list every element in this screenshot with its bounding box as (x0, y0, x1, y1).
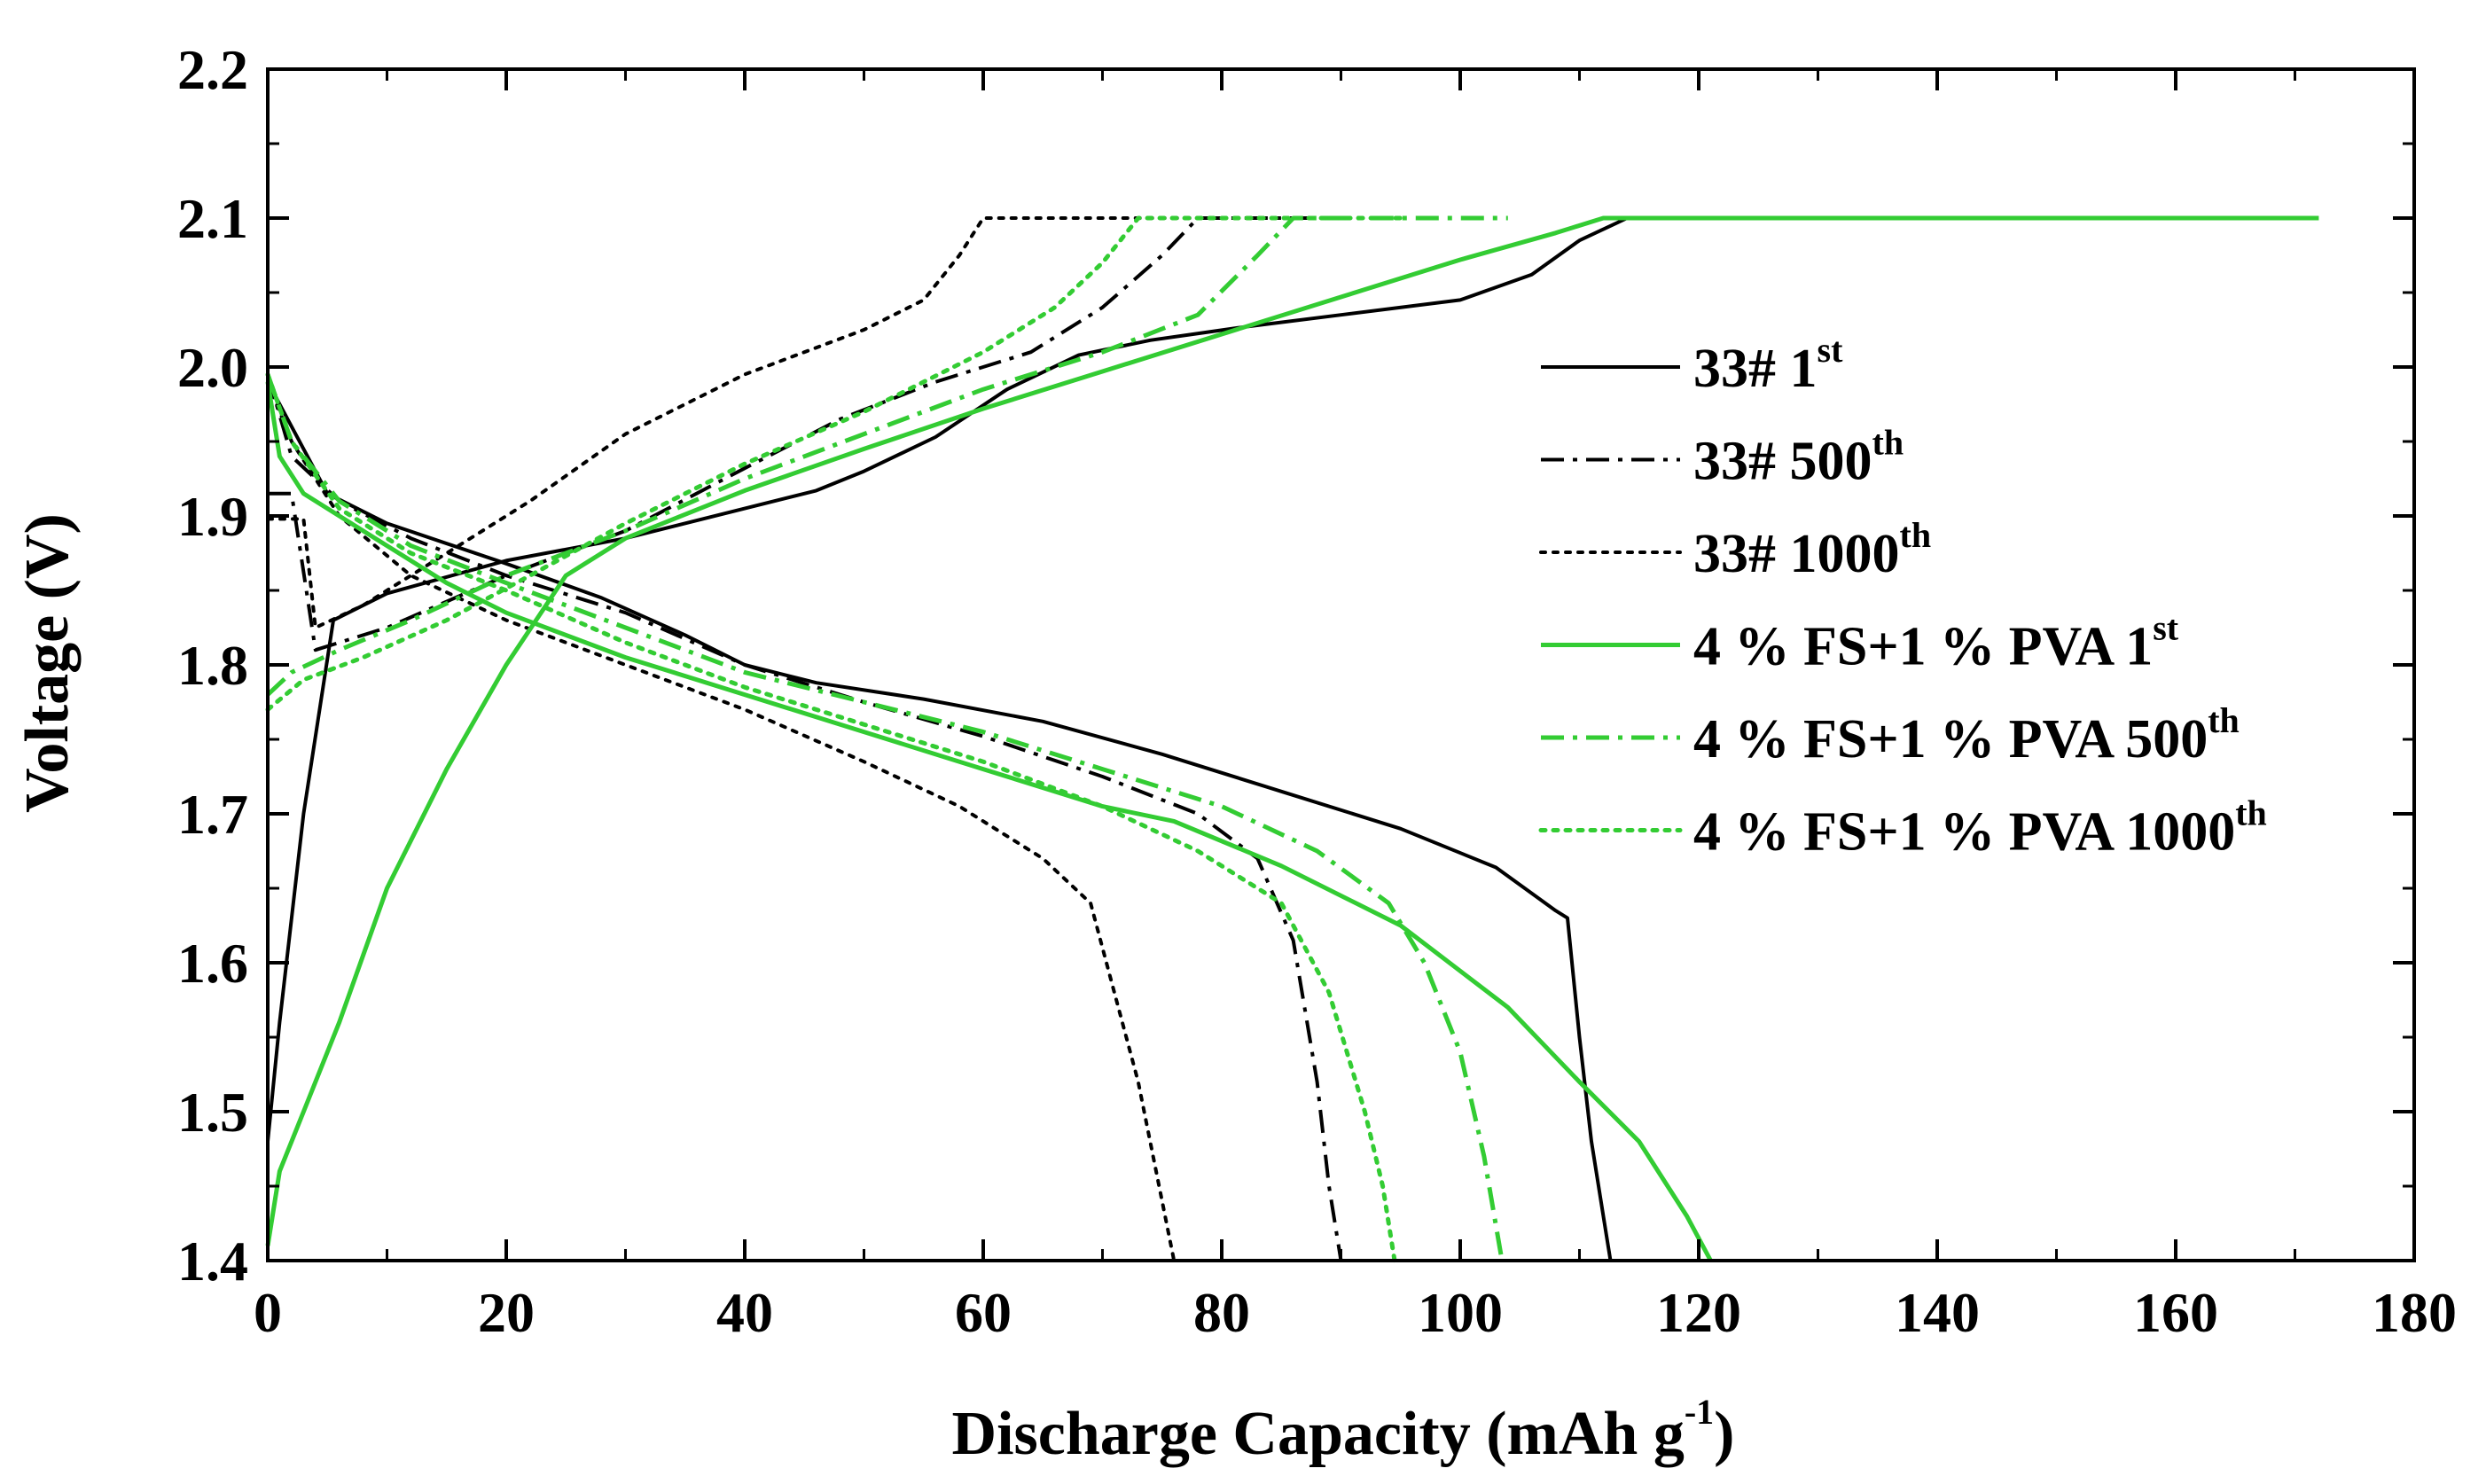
x-tick-label: 60 (955, 1281, 1012, 1344)
series-layer (265, 215, 2319, 1263)
legend-label-6: 4 % FS+1 % PVA 1000th (1693, 793, 2267, 863)
x-tick-label: 100 (1418, 1281, 1503, 1344)
series-line-5-discharge (265, 373, 1505, 1261)
series-line-2-discharge (266, 373, 1343, 1261)
series-line-3-discharge (266, 379, 1177, 1262)
legend-label-5: 4 % FS+1 % PVA 500th (1693, 700, 2240, 769)
series-line-4-charge (265, 215, 2319, 1246)
series-line-1-charge (266, 216, 1771, 1142)
y-tick-label: 1.7 (177, 783, 248, 846)
legend: 33# 1st 33# 500th 33# 1000th 4 % FS+1 % PVA… (1538, 330, 2267, 863)
x-tick-label: 40 (716, 1281, 773, 1344)
y-tick-label: 2.0 (177, 336, 248, 399)
y-axis-title: Voltage (V) (13, 513, 82, 813)
series-line-3-charge (266, 216, 1200, 629)
x-tick-label: 180 (2372, 1281, 2457, 1344)
x-tick-label: 120 (1656, 1281, 1741, 1344)
series-line-6-charge (265, 215, 1403, 712)
y-tick-label: 1.4 (177, 1230, 248, 1293)
legend-label-3: 33# 1000th (1693, 515, 1931, 584)
legend-label-4: 4 % FS+1 % PVA 1st (1693, 608, 2179, 677)
legend-label-2: 33# 500th (1693, 423, 1904, 492)
y-tick-label: 1.8 (177, 634, 248, 697)
series-line-4-discharge (265, 381, 1713, 1262)
x-tick-label: 140 (1895, 1281, 1980, 1344)
x-tick-label: 0 (254, 1281, 282, 1344)
y-tick-label: 1.9 (177, 485, 248, 548)
y-tick-label: 1.6 (177, 932, 248, 995)
y-tick-label: 2.1 (177, 187, 248, 250)
series-line-2-charge (268, 216, 1341, 652)
legend-label-1: 33# 1st (1693, 330, 1843, 399)
x-tick-label: 20 (478, 1281, 535, 1344)
x-tick-label: 80 (1193, 1281, 1250, 1344)
series-line-6-discharge (265, 371, 1397, 1263)
x-tick-label: 160 (2133, 1281, 2218, 1344)
y-tick-label: 2.2 (177, 38, 248, 101)
x-axis-title: Discharge Capacity (mAh g-1) (952, 1392, 1735, 1468)
series-line-5-charge (266, 215, 1508, 697)
series-line-1-discharge (266, 380, 1613, 1261)
axes-layer: 0 20 40 60 80 100 120 140 160 180 1.4 1.5 1.6 1.7 1.8 1… (177, 38, 2457, 1344)
y-tick-label: 1.5 (177, 1081, 248, 1144)
